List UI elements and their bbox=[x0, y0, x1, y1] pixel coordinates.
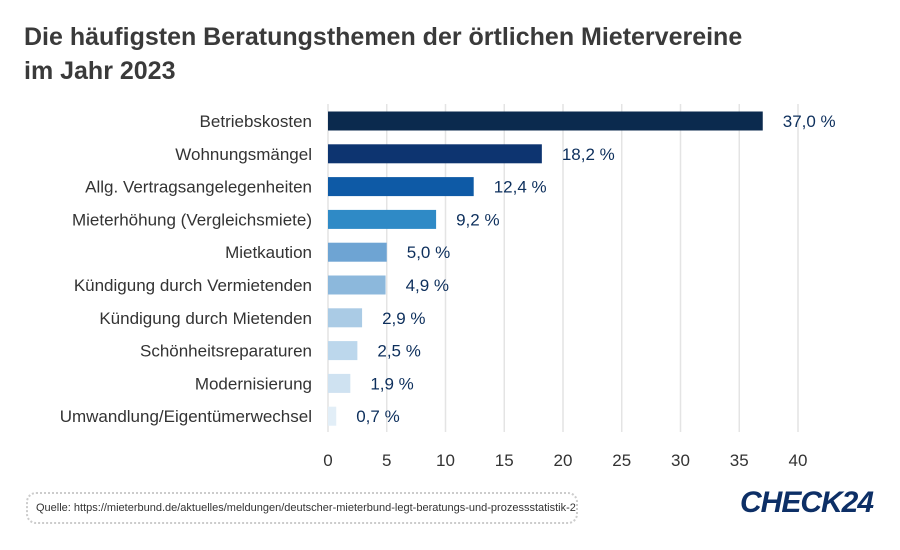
category-label: Schönheitsreparaturen bbox=[140, 342, 312, 361]
chart-title: Die häufigsten Beratungsthemen der örtli… bbox=[24, 20, 742, 88]
category-label: Mietkaution bbox=[225, 243, 312, 262]
data-label: 5,0 % bbox=[407, 243, 450, 262]
bar bbox=[328, 209, 437, 229]
bar bbox=[328, 341, 358, 361]
category-label: Kündigung durch Mietenden bbox=[99, 309, 312, 328]
data-label: 37,0 % bbox=[783, 112, 836, 131]
bar bbox=[328, 177, 474, 197]
bar bbox=[328, 111, 763, 131]
x-tick-label: 5 bbox=[382, 451, 391, 470]
data-label: 12,4 % bbox=[494, 178, 547, 197]
x-tick-label: 40 bbox=[789, 451, 808, 470]
bar bbox=[328, 406, 337, 426]
data-label: 1,9 % bbox=[370, 374, 413, 393]
bar bbox=[328, 373, 351, 393]
source-note: Quelle: https://mieterbund.de/aktuelles/… bbox=[26, 492, 578, 524]
category-label: Wohnungsmängel bbox=[175, 145, 312, 164]
x-tick-label: 0 bbox=[323, 451, 332, 470]
category-label: Umwandlung/Eigentümerwechsel bbox=[60, 407, 312, 426]
category-label: Kündigung durch Vermietenden bbox=[74, 276, 312, 295]
bar bbox=[328, 308, 363, 328]
x-tick-label: 35 bbox=[730, 451, 749, 470]
x-tick-label: 10 bbox=[436, 451, 455, 470]
category-label: Mieterhöhung (Vergleichsmiete) bbox=[72, 210, 312, 229]
data-label: 0,7 % bbox=[356, 407, 399, 426]
category-label: Betriebskosten bbox=[200, 112, 312, 131]
category-label: Modernisierung bbox=[195, 374, 312, 393]
data-label: 4,9 % bbox=[406, 276, 449, 295]
data-label: 2,5 % bbox=[377, 342, 420, 361]
x-tick-label: 30 bbox=[671, 451, 690, 470]
x-tick-label: 25 bbox=[612, 451, 631, 470]
bar bbox=[328, 144, 542, 164]
title-line-1: Die häufigsten Beratungsthemen der örtli… bbox=[24, 23, 743, 51]
bar bbox=[328, 242, 387, 262]
bar bbox=[328, 275, 386, 295]
data-label: 9,2 % bbox=[456, 210, 499, 229]
title-line-2: im Jahr 2023 bbox=[24, 57, 176, 85]
check24-logo: CHECK24 bbox=[740, 486, 874, 519]
x-tick-label: 15 bbox=[495, 451, 514, 470]
category-label: Allg. Vertragsangelegenheiten bbox=[85, 178, 312, 197]
x-tick-label: 20 bbox=[554, 451, 573, 470]
data-label: 2,9 % bbox=[382, 309, 425, 328]
data-label: 18,2 % bbox=[562, 145, 615, 164]
